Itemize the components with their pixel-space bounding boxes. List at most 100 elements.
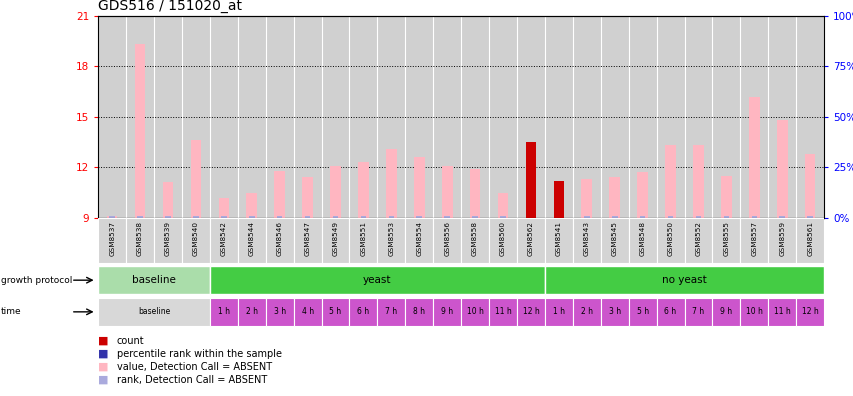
Bar — [667, 216, 672, 218]
Text: GSM8546: GSM8546 — [276, 221, 282, 257]
Bar — [600, 16, 628, 218]
Bar — [553, 181, 564, 218]
Text: 7 h: 7 h — [692, 307, 704, 316]
Bar — [795, 218, 823, 263]
Bar — [516, 16, 544, 218]
Bar — [500, 216, 505, 218]
Bar — [305, 216, 310, 218]
Bar — [432, 16, 461, 218]
Bar — [210, 266, 544, 295]
Text: GSM8548: GSM8548 — [639, 221, 645, 257]
Bar — [711, 298, 740, 326]
Bar — [163, 183, 173, 218]
Bar — [349, 16, 377, 218]
Bar — [210, 16, 237, 218]
Bar — [247, 192, 257, 218]
Bar — [265, 298, 293, 326]
Bar — [628, 218, 656, 263]
Bar — [182, 218, 210, 263]
Bar — [293, 16, 322, 218]
Text: 3 h: 3 h — [273, 307, 286, 316]
Bar — [126, 218, 154, 263]
Bar — [581, 179, 591, 218]
Text: 10 h: 10 h — [745, 307, 762, 316]
Bar — [572, 16, 600, 218]
Bar — [293, 298, 322, 326]
Text: GSM8549: GSM8549 — [332, 221, 338, 257]
Bar — [218, 198, 229, 218]
Bar — [388, 216, 394, 218]
Bar — [740, 16, 768, 218]
Text: GSM8559: GSM8559 — [778, 221, 784, 257]
Bar — [190, 141, 201, 218]
Bar — [612, 216, 617, 218]
Text: GSM8561: GSM8561 — [806, 221, 812, 257]
Bar — [210, 218, 237, 263]
Bar — [98, 16, 126, 218]
Bar — [182, 16, 210, 218]
Bar — [555, 216, 561, 218]
Bar — [740, 218, 768, 263]
Text: ■: ■ — [98, 375, 108, 385]
Bar — [432, 218, 461, 263]
Bar — [525, 142, 535, 218]
Bar — [768, 16, 795, 218]
Text: 9 h: 9 h — [441, 307, 453, 316]
Bar — [405, 298, 432, 326]
Bar — [656, 218, 684, 263]
Bar — [516, 298, 544, 326]
Bar — [237, 298, 265, 326]
Bar — [806, 216, 812, 218]
Bar — [544, 266, 823, 295]
Bar — [497, 192, 508, 218]
Text: baseline: baseline — [138, 307, 170, 316]
Bar — [377, 16, 405, 218]
Text: GSM8557: GSM8557 — [751, 221, 757, 257]
Bar — [554, 181, 563, 218]
Bar — [349, 298, 377, 326]
Bar — [711, 218, 740, 263]
Text: GSM8556: GSM8556 — [444, 221, 450, 257]
Bar — [237, 218, 265, 263]
Bar — [193, 216, 199, 218]
Bar — [322, 298, 349, 326]
Text: percentile rank within the sample: percentile rank within the sample — [117, 348, 281, 359]
Text: rank, Detection Call = ABSENT: rank, Detection Call = ABSENT — [117, 375, 267, 385]
Text: 6 h: 6 h — [664, 307, 676, 316]
Bar — [525, 216, 536, 218]
Bar — [441, 166, 452, 218]
Bar — [711, 16, 740, 218]
Bar — [628, 16, 656, 218]
Text: ■: ■ — [98, 335, 108, 346]
Bar — [544, 16, 572, 218]
Bar — [109, 216, 115, 218]
Text: 6 h: 6 h — [357, 307, 369, 316]
Bar — [748, 97, 758, 218]
Text: ■: ■ — [98, 362, 108, 372]
Text: value, Detection Call = ABSENT: value, Detection Call = ABSENT — [117, 362, 272, 372]
Text: 2 h: 2 h — [580, 307, 592, 316]
Text: GSM8552: GSM8552 — [694, 221, 700, 257]
Bar — [444, 216, 450, 218]
Bar — [768, 298, 795, 326]
Bar — [795, 16, 823, 218]
Text: GDS516 / 151020_at: GDS516 / 151020_at — [98, 0, 242, 13]
Text: 12 h: 12 h — [522, 307, 539, 316]
Bar — [98, 298, 210, 326]
Bar — [377, 298, 405, 326]
Text: GSM8543: GSM8543 — [583, 221, 589, 257]
Bar — [489, 16, 516, 218]
Bar — [349, 218, 377, 263]
Bar — [405, 218, 432, 263]
Bar — [628, 298, 656, 326]
Bar — [795, 298, 823, 326]
Bar — [722, 216, 728, 218]
Text: 5 h: 5 h — [635, 307, 648, 316]
Bar — [472, 216, 478, 218]
Bar — [461, 298, 489, 326]
Text: 3 h: 3 h — [608, 307, 620, 316]
Bar — [544, 298, 572, 326]
Text: GSM8551: GSM8551 — [360, 221, 366, 257]
Bar — [432, 298, 461, 326]
Text: 8 h: 8 h — [413, 307, 425, 316]
